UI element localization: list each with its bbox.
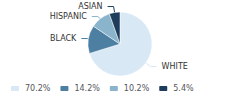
svg-text:14.2%: 14.2% (74, 84, 100, 93)
svg-text:5.4%: 5.4% (173, 84, 194, 93)
svg-text:HISPANIC: HISPANIC (50, 12, 88, 21)
svg-text:WHITE: WHITE (162, 62, 188, 71)
svg-text:70.2%: 70.2% (25, 84, 51, 93)
svg-text:10.2%: 10.2% (124, 84, 150, 93)
svg-text:BLACK: BLACK (50, 34, 77, 43)
svg-text:ASIAN: ASIAN (78, 2, 102, 11)
